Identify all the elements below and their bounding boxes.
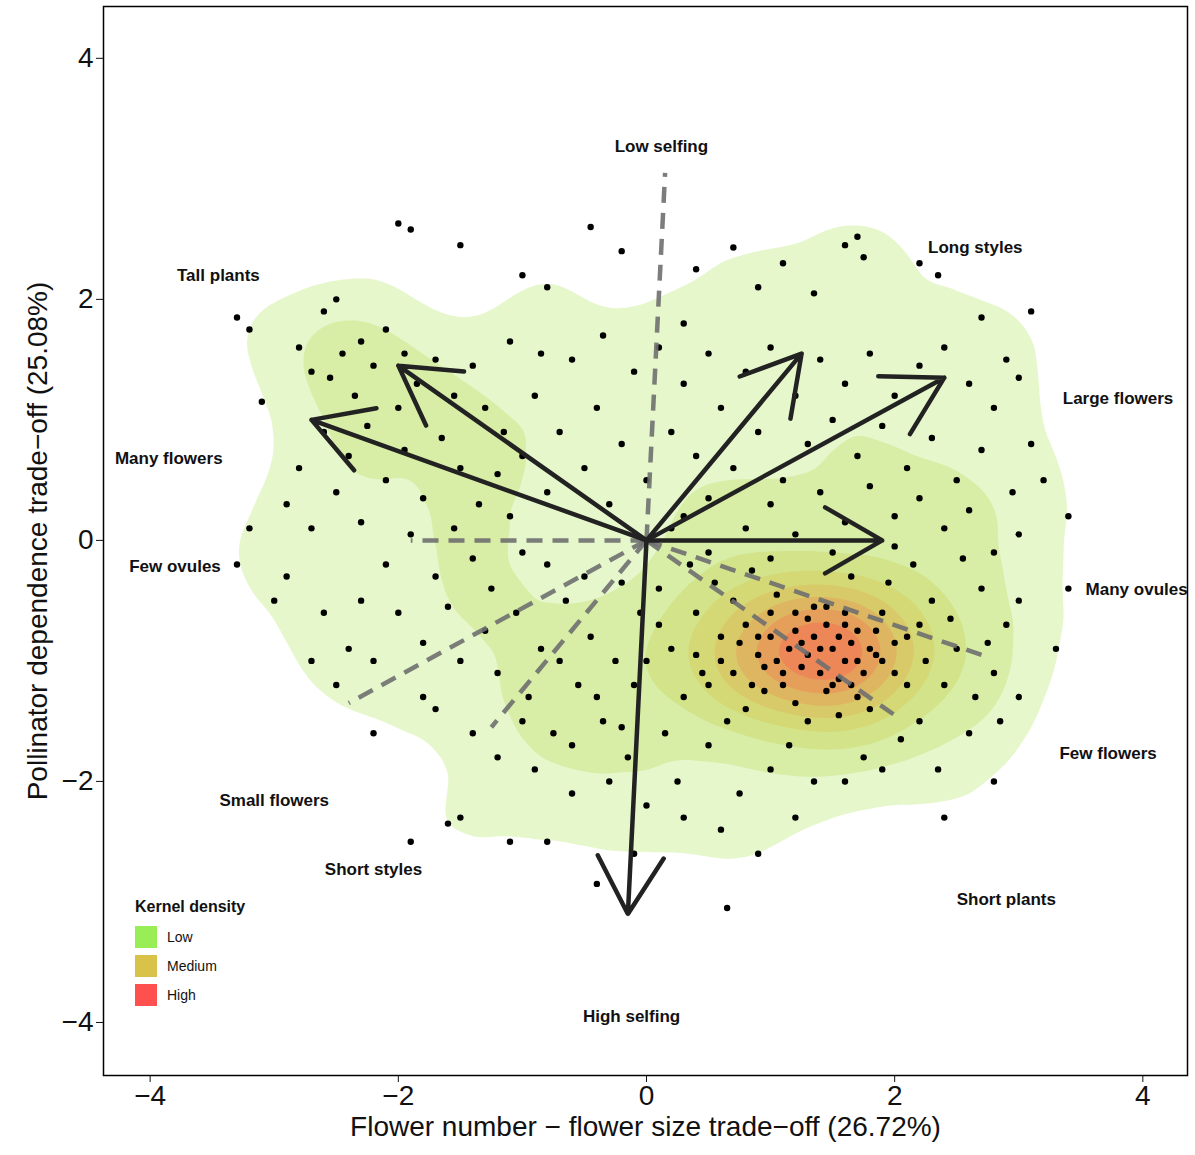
svg-text:2: 2: [887, 1080, 903, 1111]
svg-text:Short styles: Short styles: [325, 860, 422, 879]
svg-text:Flower number − flower size tr: Flower number − flower size trade−off (2…: [350, 1111, 941, 1142]
html-text:High: High: [167, 986, 196, 1003]
svg-text:−2: −2: [62, 765, 94, 796]
svg-text:Short plants: Short plants: [957, 890, 1056, 909]
svg-text:4: 4: [78, 42, 94, 73]
svg-text:Few ovules: Few ovules: [129, 557, 221, 576]
svg-text:Few flowers: Few flowers: [1059, 744, 1156, 763]
svg-text:0: 0: [639, 1080, 655, 1111]
html-text:Low: Low: [167, 928, 193, 945]
svg-text:0: 0: [78, 524, 94, 555]
svg-text:Large flowers: Large flowers: [1063, 389, 1174, 408]
svg-text:−2: −2: [382, 1080, 414, 1111]
svg-text:2: 2: [78, 283, 94, 314]
svg-text:Pollinator dependence trade−of: Pollinator dependence trade−off (25.08%): [22, 282, 53, 801]
svg-text:Low selfing: Low selfing: [615, 137, 709, 156]
svg-text:Long styles: Long styles: [928, 238, 1022, 257]
svg-text:−4: −4: [62, 1006, 94, 1037]
svg-text:−4: −4: [134, 1080, 166, 1111]
svg-text:Small flowers: Small flowers: [219, 791, 329, 810]
svg-text:High selfing: High selfing: [583, 1007, 680, 1026]
html-text:Kernel density: Kernel density: [135, 898, 246, 915]
svg-text:Tall plants: Tall plants: [177, 266, 260, 285]
svg-text:Many flowers: Many flowers: [115, 449, 223, 468]
svg-text:4: 4: [1135, 1080, 1151, 1111]
html-text:Medium: Medium: [167, 957, 217, 974]
svg-text:Many ovules: Many ovules: [1086, 580, 1188, 599]
